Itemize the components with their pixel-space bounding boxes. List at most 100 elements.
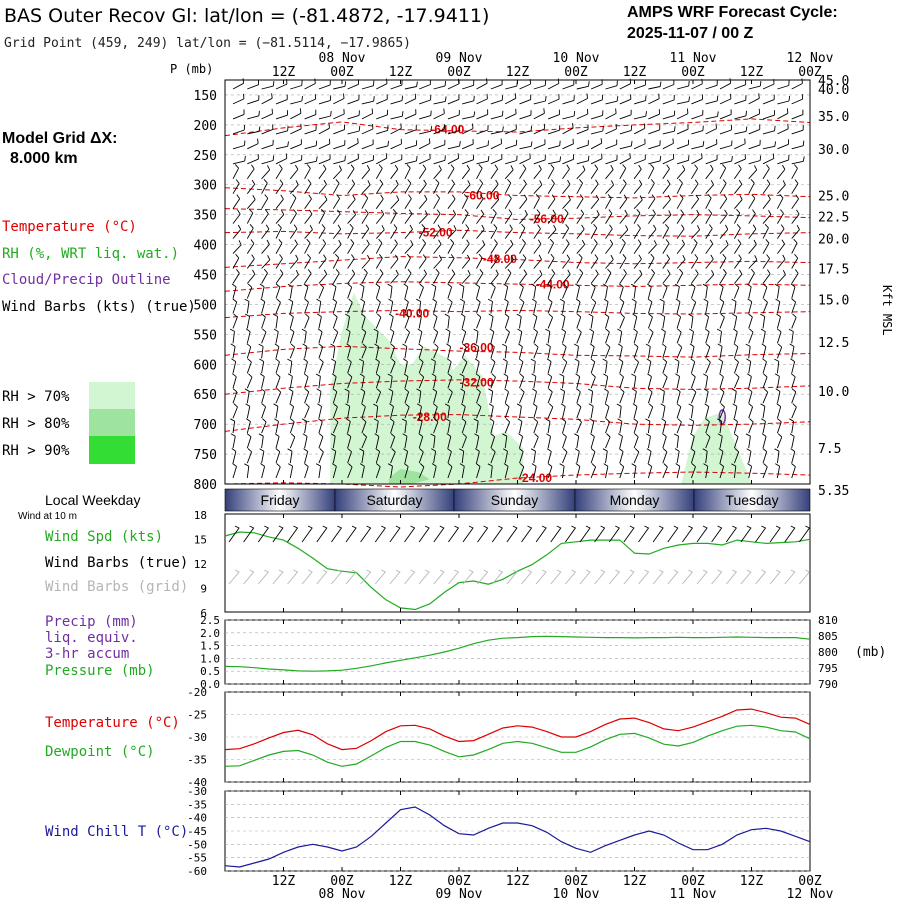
wind-barb (501, 343, 508, 359)
grid-wind-barb (608, 569, 621, 585)
wind-barb (316, 313, 322, 329)
wind-barb (519, 94, 532, 105)
wind-barb (275, 223, 282, 239)
wind-barb (461, 239, 470, 254)
wind-barb (446, 343, 452, 359)
precip-tick-label: 0.5 (200, 665, 220, 678)
wind-barb (762, 448, 768, 464)
wind-barb (776, 313, 781, 329)
dewpoint-label: Dewpoint (°C) (45, 744, 155, 760)
wind-barb (590, 164, 599, 180)
wind-barb (290, 154, 303, 165)
wind-barb (490, 194, 500, 209)
wind-barb (519, 448, 524, 464)
wind-barb (662, 254, 670, 269)
surface-wind-barb (491, 525, 503, 543)
pressure-tick-label: 700 (194, 418, 217, 433)
wind-barb (531, 283, 537, 299)
temperature-panel: -20 -25 -30 -35 -40 (187, 686, 811, 789)
wind-barb (361, 239, 370, 254)
wind-barb (533, 123, 546, 135)
wind-barb (690, 463, 696, 479)
wind-barb (416, 403, 422, 419)
wind-barb (547, 194, 556, 209)
wind-barb (387, 373, 393, 389)
wind-barb (503, 373, 509, 389)
wind-barb (345, 418, 351, 434)
wind-barb (676, 418, 682, 434)
wind-barb (761, 418, 766, 434)
surface-wind-barb (579, 525, 591, 543)
pressure-line (224, 635, 811, 672)
wind-barb (373, 328, 379, 344)
wind-barb (419, 153, 431, 165)
wind-barb (661, 343, 667, 359)
wind-barb (590, 433, 595, 449)
wind-barb (619, 179, 627, 194)
wind-barb (358, 358, 365, 374)
wind-barb (433, 155, 446, 165)
wind-barb (619, 153, 631, 165)
wind-barb (703, 388, 709, 404)
surface-wind-barb (755, 525, 767, 543)
wind-barb (289, 194, 297, 209)
wind-barb (476, 179, 484, 194)
wind-barb (433, 343, 439, 359)
wind-barb (316, 298, 322, 314)
wind-barb (648, 124, 661, 135)
surface-wind-barb (521, 525, 533, 543)
date-tick-label: 12 Nov (787, 51, 834, 66)
wind-barb (748, 224, 757, 239)
wind-barb (519, 141, 533, 150)
wind-barb (573, 343, 579, 359)
wind-barb (361, 123, 374, 135)
wind-barb (332, 328, 339, 344)
wind-barb (318, 343, 324, 359)
wind-barb (260, 463, 266, 479)
wind-barb (460, 313, 466, 329)
wind-barb (632, 403, 638, 419)
surface-wind-barb (316, 525, 328, 543)
wind-barb (576, 268, 584, 284)
wind-barb (474, 343, 480, 359)
wind-barb (531, 373, 537, 389)
grid-wind-barb (257, 569, 270, 585)
wind-barb (719, 403, 725, 419)
wind-barb (560, 313, 566, 329)
wind-barb (576, 108, 589, 120)
time-tick-label: 00Z (564, 65, 588, 80)
wind-barb (290, 123, 302, 135)
wind-barb (676, 239, 685, 254)
wind-barb (244, 463, 250, 479)
wind-barb (662, 358, 668, 374)
wind-barb (361, 224, 370, 239)
wind-barb (345, 403, 351, 419)
wind-barb (590, 194, 600, 209)
wind-barb (232, 179, 240, 194)
wind-barb (547, 283, 552, 299)
isotherm-label: -24.00 (518, 471, 552, 485)
wind-barb (504, 209, 513, 224)
wind-barb (545, 418, 551, 434)
wind-barb (404, 403, 410, 419)
surface-wind-barb (418, 525, 430, 543)
wind-barb (562, 138, 574, 150)
pressure-tick-label: 800 (194, 478, 217, 493)
wind-barb (517, 418, 523, 434)
wind-barb (404, 109, 417, 120)
wind-barb (447, 298, 453, 314)
wind-barb (590, 239, 598, 254)
wind-barb (762, 179, 771, 194)
wind-barb (433, 108, 445, 120)
wind-barb (562, 110, 576, 120)
wind-barb (575, 298, 581, 314)
wind-barb (318, 110, 332, 120)
wind-barb (476, 403, 482, 419)
wind-barb (776, 328, 782, 344)
wind-barb (304, 209, 313, 224)
wind-barb (418, 343, 423, 359)
wind-barb (547, 238, 555, 254)
wind-barb (631, 298, 637, 314)
surface-wind-barb (711, 525, 723, 543)
wind-barb (332, 239, 342, 254)
